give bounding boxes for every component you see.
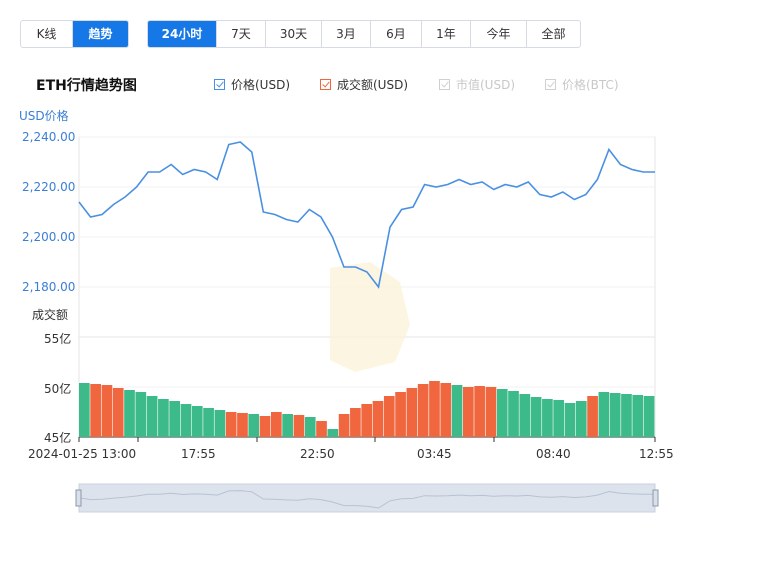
x-tick-label: 12:55 — [639, 447, 674, 461]
volume-bar — [293, 415, 305, 437]
volume-bar — [237, 413, 248, 437]
volume-bar — [101, 385, 113, 437]
volume-bar — [112, 388, 124, 437]
volume-bar — [406, 388, 418, 437]
volume-bar — [643, 396, 655, 437]
volume-bar — [463, 387, 474, 437]
volume-tick-label: 50亿 — [44, 382, 72, 396]
volume-bar — [327, 429, 339, 437]
checkbox-unchecked-icon — [545, 79, 556, 90]
volume-bar — [508, 391, 519, 437]
range-6m[interactable]: 6月 — [371, 21, 422, 47]
volume-bar — [587, 396, 598, 437]
chart-title: ETH行情趋势图 — [36, 78, 137, 94]
volume-bar — [158, 399, 169, 437]
price-tick-label: 2,180.00 — [22, 280, 76, 294]
volume-bar — [361, 404, 373, 437]
volume-bar — [135, 392, 147, 437]
x-tick-label: 17:55 — [181, 447, 216, 461]
zoom-slider-track — [78, 483, 656, 513]
volume-bar — [124, 390, 135, 437]
mode-toggle: K线 趋势 — [20, 20, 129, 48]
range-selector: 24小时 7天 30天 3月 6月 1年 今年 全部 — [147, 20, 581, 48]
volume-bar — [316, 421, 327, 437]
volume-bar — [304, 417, 316, 437]
volume-bar — [338, 414, 350, 437]
price-tick-label: 2,220.00 — [22, 180, 76, 194]
volume-bar — [519, 394, 531, 437]
volume-bar — [191, 406, 203, 437]
price-axis-title: USD价格 — [19, 109, 69, 123]
volume-bar — [530, 397, 542, 437]
watermark-logo — [330, 262, 410, 372]
volume-tick-label: 55亿 — [44, 332, 72, 346]
volume-bar — [553, 400, 565, 437]
volume-bar — [598, 392, 610, 437]
volume-bar — [248, 414, 260, 437]
volume-bar — [90, 384, 101, 437]
volume-bar — [621, 394, 632, 437]
volume-bar — [575, 401, 587, 437]
x-tick-label: 08:40 — [536, 447, 571, 461]
price-tick-label: 2,200.00 — [22, 230, 76, 244]
volume-bar — [417, 384, 429, 437]
volume-bar — [169, 401, 181, 437]
volume-bar — [180, 404, 192, 437]
checkbox-checked-icon — [320, 79, 331, 90]
range-1y[interactable]: 1年 — [422, 21, 471, 47]
legend-price-btc[interactable]: 价格(BTC) — [545, 76, 619, 93]
volume-bar — [440, 383, 452, 437]
checkbox-unchecked-icon — [439, 79, 450, 90]
volume-bar — [259, 416, 271, 437]
zoom-slider-preview — [78, 490, 655, 509]
legend-price-usd[interactable]: 价格(USD) — [214, 76, 290, 93]
legend-label: 市值(USD) — [456, 78, 516, 92]
volume-bar — [429, 381, 440, 437]
volume-bar — [203, 408, 214, 437]
x-tick-label: 2024-01-25 13:00 — [28, 447, 137, 461]
volume-bar — [79, 383, 90, 437]
price-line — [78, 141, 655, 289]
volume-bar — [372, 401, 384, 437]
tab-kline[interactable]: K线 — [21, 21, 73, 47]
volume-bar — [564, 403, 576, 437]
volume-bar — [214, 410, 226, 437]
price-tick-label: 2,240.00 — [22, 130, 76, 144]
tab-trend[interactable]: 趋势 — [73, 21, 128, 47]
volume-bar — [542, 399, 553, 437]
volume-bar — [496, 389, 508, 437]
volume-axis-title: 成交额 — [32, 308, 69, 322]
volume-bar — [282, 414, 293, 437]
range-all[interactable]: 全部 — [541, 27, 566, 41]
volume-bar — [609, 393, 621, 437]
zoom-handle-left — [75, 489, 82, 507]
legend-volume-usd[interactable]: 成交额(USD) — [320, 76, 408, 93]
volume-bar — [383, 396, 395, 437]
volume-bar — [350, 408, 361, 437]
volume-bar — [485, 387, 497, 437]
range-30d[interactable]: 30天 — [266, 21, 322, 47]
x-tick-label: 22:50 — [300, 447, 335, 461]
volume-bar — [451, 385, 463, 437]
volume-bar — [146, 396, 158, 437]
volume-bar — [225, 412, 237, 437]
range-ytd[interactable]: 今年 — [471, 21, 527, 47]
range-3m[interactable]: 3月 — [322, 21, 371, 47]
volume-bar — [271, 412, 282, 437]
volume-bar — [474, 386, 485, 437]
volume-bar — [632, 395, 644, 437]
zoom-handle-right — [652, 489, 659, 507]
legend-label: 成交额(USD) — [337, 78, 409, 92]
range-7d[interactable]: 7天 — [217, 21, 266, 47]
volume-bar — [395, 392, 406, 437]
volume-tick-label: 45亿 — [44, 431, 72, 445]
x-tick-label: 03:45 — [417, 447, 452, 461]
legend-label: 价格(BTC) — [562, 78, 619, 92]
checkbox-checked-icon — [214, 79, 225, 90]
range-24h[interactable]: 24小时 — [148, 21, 217, 47]
legend-label: 价格(USD) — [231, 78, 291, 92]
legend-marketcap-usd[interactable]: 市值(USD) — [439, 76, 515, 93]
